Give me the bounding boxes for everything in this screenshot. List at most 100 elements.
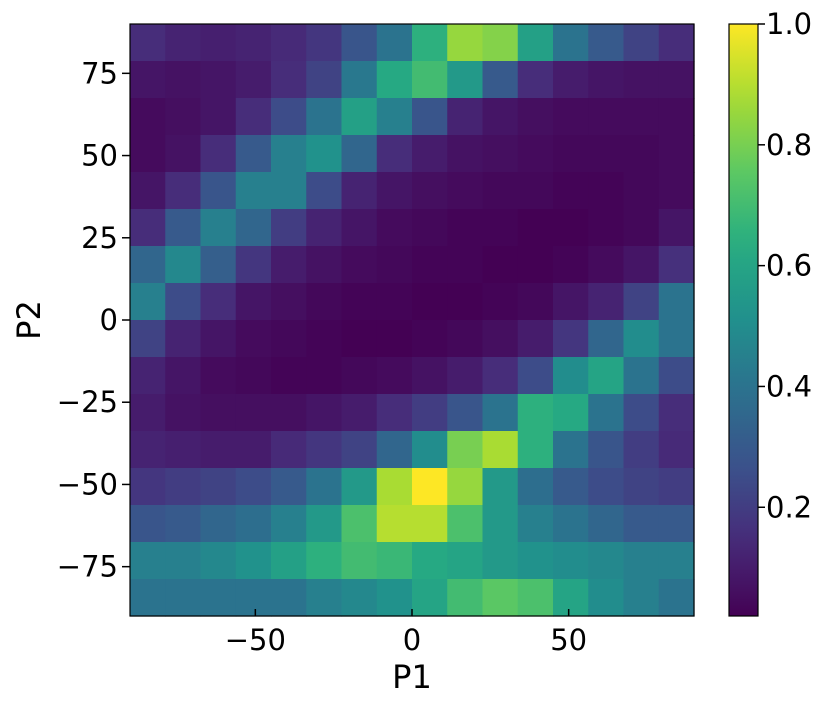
heatmap-cell — [235, 24, 272, 62]
heatmap-cell — [482, 320, 519, 358]
heatmap-cell — [200, 579, 237, 617]
heatmap-cell — [623, 61, 660, 99]
heatmap-cell — [553, 357, 589, 395]
heatmap-cell — [130, 209, 166, 247]
heatmap-cell — [271, 579, 307, 617]
heatmap-cell — [517, 24, 554, 62]
heatmap-cell — [623, 394, 660, 432]
heatmap-cell — [235, 172, 272, 210]
colorbar-ticks: 0.2 0.4 0.6 0.8 1.0 — [758, 7, 812, 524]
heatmap-cell — [200, 505, 237, 543]
heatmap-cell — [200, 431, 237, 469]
y-tick-label: 50 — [81, 139, 118, 173]
heatmap-cell — [341, 579, 378, 617]
y-tick-label: −75 — [57, 550, 118, 584]
heatmap-cell — [412, 61, 448, 99]
heatmap-cell — [482, 431, 519, 469]
heatmap-cell — [588, 357, 625, 395]
heatmap-cell — [588, 320, 625, 358]
heatmap-cell — [658, 431, 695, 469]
heatmap-cell — [588, 24, 625, 62]
heatmap-cell — [623, 209, 660, 247]
heatmap-cell — [130, 468, 166, 506]
heatmap-cell — [235, 394, 272, 432]
heatmap-cell — [553, 505, 589, 543]
heatmap-cell — [306, 357, 343, 395]
heatmap-cell — [517, 320, 554, 358]
heatmap-cell — [412, 283, 448, 321]
heatmap-cell — [553, 431, 589, 469]
colorbar-tick-label: 0.6 — [766, 249, 812, 283]
y-tick-label: −25 — [57, 385, 118, 419]
heatmap-cell — [412, 431, 448, 469]
heatmap-cell — [658, 579, 695, 617]
heatmap-cell — [271, 320, 307, 358]
heatmap-cell — [200, 320, 237, 358]
heatmap-cell — [412, 542, 448, 580]
heatmap-cell — [517, 505, 554, 543]
heatmap-cell — [517, 357, 554, 395]
heatmap-cell — [376, 505, 413, 543]
heatmap-cell — [412, 135, 448, 173]
heatmap-cell — [130, 61, 166, 99]
heatmap-cell — [235, 579, 272, 617]
heatmap-cell — [447, 579, 484, 617]
heatmap-cell — [447, 98, 484, 136]
heatmap-cell — [482, 394, 519, 432]
heatmap-cell — [271, 505, 307, 543]
heatmap-cell — [306, 246, 343, 284]
heatmap-cell — [517, 209, 554, 247]
heatmap-cell — [306, 24, 343, 62]
heatmap-cell — [447, 431, 484, 469]
axis-ticks — [122, 72, 570, 616]
heatmap-cell — [553, 172, 589, 210]
heatmap-cell — [165, 394, 202, 432]
heatmap-cell — [517, 61, 554, 99]
heatmap-cell — [200, 135, 237, 173]
heatmap-cell — [447, 283, 484, 321]
plot-frame — [129, 23, 695, 617]
heatmap-cell — [341, 209, 378, 247]
heatmap-cell — [412, 320, 448, 358]
x-tick-label: 50 — [550, 623, 587, 657]
heatmap-cell — [376, 431, 413, 469]
heatmap-cell — [588, 431, 625, 469]
heatmap-cell — [658, 505, 695, 543]
heatmap-cell — [200, 394, 237, 432]
heatmap-cell — [553, 542, 589, 580]
heatmap-cell — [306, 320, 343, 358]
heatmap-cell — [447, 135, 484, 173]
heatmap-cell — [341, 61, 378, 99]
heatmap-cell — [165, 61, 202, 99]
heatmap-cell — [376, 172, 413, 210]
heatmap-cell — [235, 98, 272, 136]
heatmap-cell — [165, 283, 202, 321]
heatmap-cell — [271, 135, 307, 173]
heatmap-cell — [517, 468, 554, 506]
heatmap-cell — [271, 394, 307, 432]
heatmap-cell — [482, 135, 519, 173]
heatmap-cell — [200, 542, 237, 580]
heatmap-cell — [306, 283, 343, 321]
y-axis-label: P2 — [10, 300, 48, 340]
heatmap-cell — [341, 394, 378, 432]
heatmap-cell — [658, 98, 695, 136]
heatmap-cell — [130, 283, 166, 321]
heatmap-cell — [447, 542, 484, 580]
heatmap-cell — [341, 542, 378, 580]
heatmap-cell — [658, 357, 695, 395]
heatmap-cell — [341, 246, 378, 284]
heatmap-cell — [517, 283, 554, 321]
heatmap-cell — [658, 320, 695, 358]
heatmap-cell — [412, 246, 448, 284]
heatmap-cell — [623, 505, 660, 543]
heatmap-cell — [447, 61, 484, 99]
heatmap-cell — [341, 320, 378, 358]
heatmap-cell — [658, 394, 695, 432]
heatmap-cell — [306, 579, 343, 617]
heatmap-cell — [517, 98, 554, 136]
heatmap-cell — [306, 468, 343, 506]
heatmap-cell — [376, 579, 413, 617]
heatmap-cell — [306, 394, 343, 432]
heatmap-cell — [235, 246, 272, 284]
